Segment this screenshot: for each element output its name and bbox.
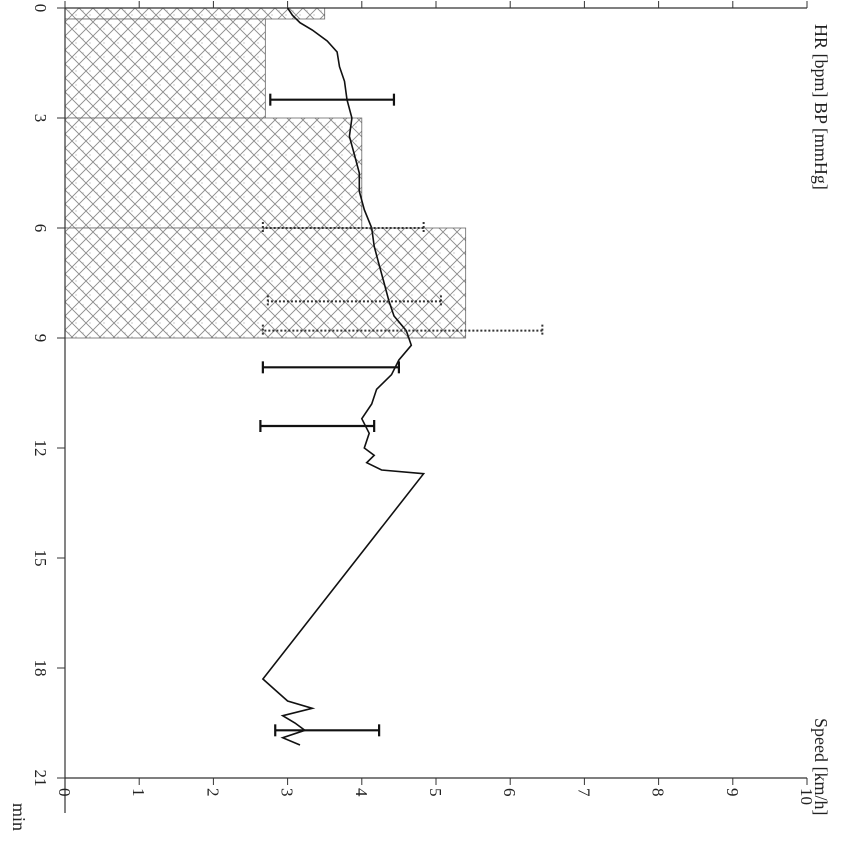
y-right-tick-label-3: 3 [278,788,297,797]
y-right-tick-label-6: 6 [500,788,519,797]
y-right-tick-label-10: 10 [797,788,816,805]
speed-step-0 [64,7,326,20]
bp-bar-6 [274,724,381,737]
x-tick-label-5: 15 [31,550,50,567]
y-right-tick-label-9: 9 [723,788,742,797]
y-right-tick-label-7: 7 [574,788,593,797]
bp-bar-2 [266,295,442,308]
y-right-tick-label-5: 5 [426,788,445,797]
y-right-tick-label-4: 4 [352,788,371,797]
x-tick-label-7: 21 [31,770,50,787]
y-right-tick-label-0: 0 [55,788,74,797]
x-tick-label-4: 12 [31,440,50,457]
x-tick-label-2: 6 [31,224,50,233]
right-y-axis-ticks: 0 1 2 3 4 5 6 7 8 9 10 [55,778,816,805]
y-right-tick-label-2: 2 [203,788,222,797]
bp-bar-4 [261,361,400,374]
y-right-tick-label-8: 8 [649,788,668,797]
left-y-axis-ticks: 0306090120150180210240270300 [64,1,808,8]
x-tick-label-3: 9 [31,334,50,343]
x-axis-label: min [9,803,29,831]
x-tick-label-6: 18 [31,660,50,677]
bp-bar-0 [269,93,396,106]
bp-bar-5 [259,420,376,432]
speed-area [64,7,467,339]
blood-pressure-bars [259,93,544,737]
speed-step-2 [64,117,363,229]
x-tick-label-1: 3 [31,114,50,123]
right-y-axis-label: Speed [km/h] [811,718,831,815]
x-tick-label-0: 0 [31,4,50,13]
speed-step-3 [64,227,467,339]
bp-bar-1 [261,222,425,234]
speed-step-1 [64,18,266,119]
x-axis-ticks: 0 3 6 9 12 15 18 21 [31,4,65,787]
y-right-tick-label-1: 1 [129,788,148,797]
left-y-axis-label: HR [bpm] BP [mmHg] [811,24,831,190]
bp-bar-3 [261,324,544,337]
